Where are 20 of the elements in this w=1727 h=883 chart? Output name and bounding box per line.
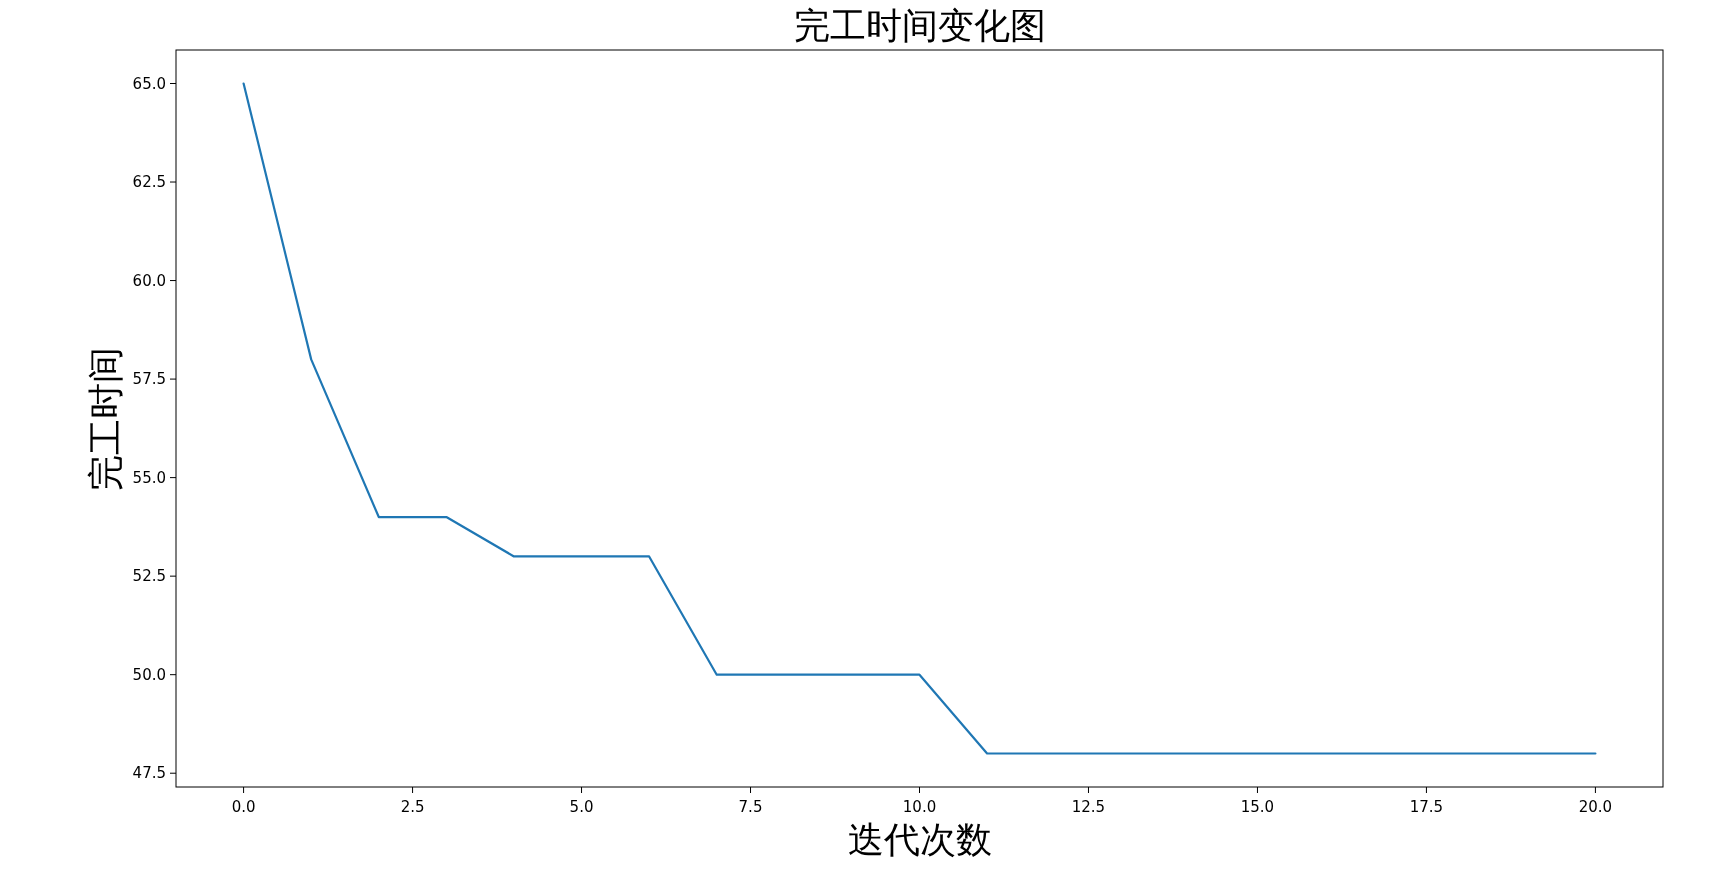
- y-tick-label: 57.5: [132, 370, 166, 389]
- x-tick-label: 2.5: [400, 798, 425, 816]
- y-tick-label: 47.5: [132, 764, 166, 783]
- x-axis-title: 迭代次数: [847, 819, 992, 860]
- y-tick-label: 50.0: [132, 665, 166, 684]
- y-axis-title: 完工时间: [85, 346, 126, 491]
- x-tick-label: 12.5: [1071, 798, 1106, 816]
- y-tick-label: 62.5: [132, 173, 166, 192]
- x-tick-label: 20.0: [1578, 798, 1613, 816]
- y-tick-label: 65.0: [132, 74, 166, 93]
- x-tick-label: 0.0: [231, 798, 256, 816]
- x-tick-label: 10.0: [902, 798, 937, 816]
- x-tick-label: 7.5: [738, 798, 763, 816]
- chart-title: 完工时间变化图: [793, 5, 1046, 46]
- x-tick-label: 17.5: [1409, 798, 1444, 816]
- y-tick-label: 55.0: [132, 468, 166, 487]
- y-tick-label: 60.0: [132, 271, 166, 290]
- x-tick-label: 5.0: [569, 798, 594, 816]
- x-tick-label: 15.0: [1240, 798, 1275, 816]
- y-tick-label: 52.5: [132, 567, 166, 586]
